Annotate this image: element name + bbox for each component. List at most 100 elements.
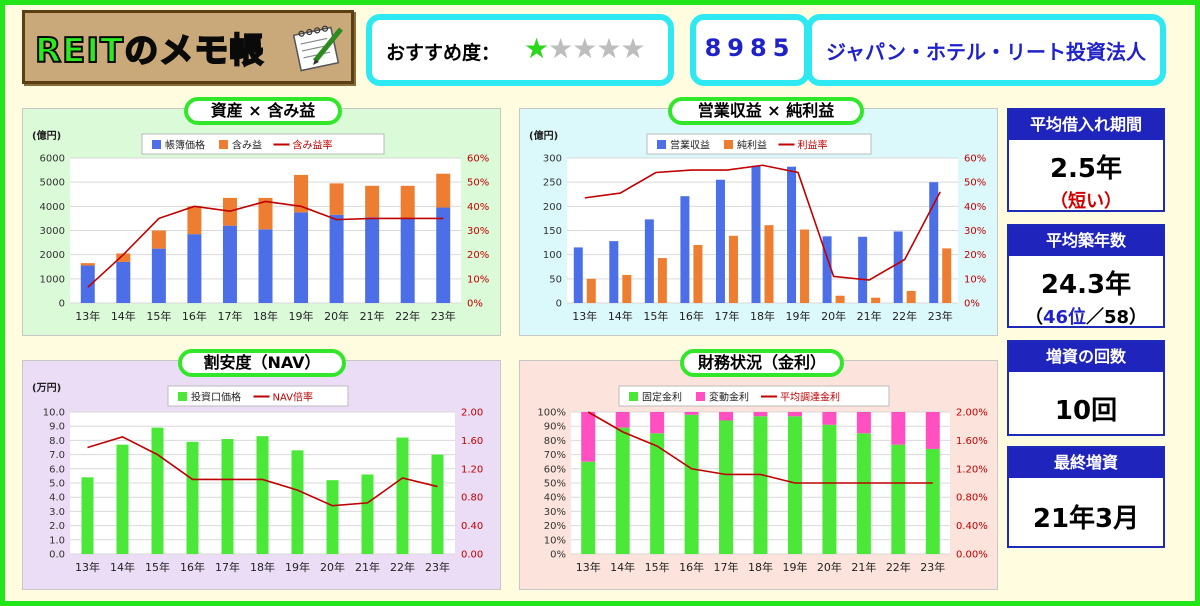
- x-tick-label: 16年: [679, 309, 704, 323]
- bar: [586, 278, 596, 303]
- x-tick-label: 17年: [217, 309, 242, 323]
- legend-box: [141, 133, 385, 155]
- rank-value: 46位: [1042, 307, 1086, 328]
- legend-swatch: [219, 140, 228, 149]
- bar: [365, 217, 380, 303]
- bar: [400, 218, 415, 303]
- legend-swatch: [152, 140, 161, 149]
- bar: [258, 197, 273, 230]
- x-tick-label: 21年: [355, 560, 380, 574]
- bar: [436, 207, 451, 303]
- bar: [891, 412, 906, 445]
- y-tick-label: 1000: [40, 274, 65, 285]
- stat-rank: （46位／58）: [1009, 303, 1163, 329]
- reit-code: 8985: [704, 34, 796, 62]
- y-tick-label: 4.0: [49, 493, 65, 504]
- x-tick-label: 13年: [576, 560, 601, 574]
- bar: [329, 183, 344, 215]
- bar: [187, 234, 202, 303]
- bar: [609, 241, 619, 303]
- y-tick-label: 30%: [544, 507, 566, 518]
- y2-tick-label: 20%: [467, 250, 489, 261]
- x-tick-label: 13年: [572, 309, 597, 323]
- bar: [650, 433, 665, 554]
- y-tick-label: 8.0: [49, 436, 65, 447]
- y-tick-label: 50%: [544, 479, 566, 490]
- bar: [719, 412, 734, 421]
- y2-tick-label: 40%: [467, 202, 489, 213]
- y-tick-label: 0%: [550, 550, 566, 561]
- bar: [431, 454, 444, 554]
- y2-tick-label: 30%: [467, 226, 489, 237]
- stat-borrow-period: 平均借入れ期間 2.5年 （短い）: [1007, 108, 1165, 212]
- stat-value: 10回: [1054, 396, 1118, 426]
- y-unit-label: (億円): [529, 129, 558, 142]
- bar: [657, 258, 667, 303]
- bar: [294, 174, 309, 213]
- y2-tick-label: 60%: [467, 154, 489, 165]
- y2-tick-label: 10%: [964, 274, 986, 285]
- bar: [925, 412, 940, 449]
- bar: [116, 261, 131, 303]
- y-tick-label: 70%: [544, 450, 566, 461]
- bar: [753, 412, 768, 417]
- bar: [858, 236, 868, 303]
- stat-title: 平均借入れ期間: [1009, 110, 1163, 140]
- star-rating: ★★★★★: [524, 32, 646, 65]
- legend-label: 帳簿価格: [165, 139, 205, 152]
- x-tick-label: 18年: [253, 309, 278, 323]
- bar: [753, 416, 768, 554]
- y-tick-label: 40%: [544, 493, 566, 504]
- y-tick-label: 20%: [544, 521, 566, 532]
- bar: [684, 414, 699, 554]
- bar: [291, 450, 304, 554]
- y-tick-label: 60%: [544, 464, 566, 475]
- x-tick-label: 22年: [886, 560, 911, 574]
- stat-title: 最終増資: [1009, 448, 1163, 478]
- bar: [764, 225, 774, 303]
- y2-tick-label: 1.60: [461, 436, 483, 447]
- x-tick-label: 18年: [750, 309, 775, 323]
- x-tick-label: 21年: [360, 309, 385, 323]
- reit-name: ジャパン・ホテル・リート投資法人: [826, 40, 1146, 64]
- bar: [615, 412, 630, 428]
- bar: [151, 427, 164, 554]
- stat-value: 24.3年: [1040, 270, 1132, 300]
- legend-label: 平均調達金利: [780, 391, 840, 404]
- name-box: ジャパン・ホテル・リート投資法人: [806, 14, 1166, 86]
- y-unit-label: (万円): [32, 382, 61, 394]
- rank-open: （: [1024, 307, 1043, 328]
- x-tick-label: 20年: [817, 560, 842, 574]
- x-tick-label: 14年: [608, 309, 633, 323]
- x-tick-label: 13年: [75, 560, 100, 574]
- legend-label: NAV倍率: [273, 391, 314, 404]
- legend-label: 含み益: [232, 139, 262, 152]
- site-logo[interactable]: REITのメモ帳: [22, 10, 354, 84]
- x-tick-label: 21年: [857, 309, 882, 323]
- legend-swatch: [178, 392, 187, 401]
- y-tick-label: 5.0: [49, 479, 65, 490]
- y-tick-label: 80%: [544, 436, 566, 447]
- y-tick-label: 10.0: [43, 408, 65, 419]
- stat-last-capital-increase: 最終増資 21年3月: [1007, 446, 1165, 548]
- x-tick-label: 19年: [786, 309, 811, 323]
- bar: [822, 424, 837, 554]
- line-series: [584, 164, 941, 281]
- y-tick-label: 200: [543, 202, 562, 213]
- bar: [573, 247, 583, 303]
- x-tick-label: 14年: [610, 560, 635, 574]
- star-filled-icon: ★: [524, 32, 549, 65]
- chart-assets: 0 1000 2000 3000 4000 5000 6000 0% 10% 20% 30% 40% 5…: [32, 129, 489, 323]
- y-tick-label: 1.0: [49, 535, 65, 546]
- bar: [906, 290, 916, 303]
- bar: [693, 245, 703, 303]
- stat-capital-increase-count: 増資の回数 10回: [1007, 340, 1165, 436]
- chart-interest: 0% 10% 20% 30% 40% 50% 60% 70% 80% 90% 100% 0.00% 0.…: [537, 385, 988, 574]
- y2-tick-label: 0%: [467, 299, 483, 310]
- bar: [787, 416, 802, 554]
- bar: [715, 179, 725, 303]
- bar: [751, 165, 761, 303]
- x-tick-label: 21年: [851, 560, 876, 574]
- chart-nav: 0.0 1.0 2.0 3.0 4.0 5.0 6.0 7.0 8.0 9.0 10.0 0.00 0.…: [32, 382, 483, 574]
- y2-tick-label: 2.00%: [956, 408, 988, 419]
